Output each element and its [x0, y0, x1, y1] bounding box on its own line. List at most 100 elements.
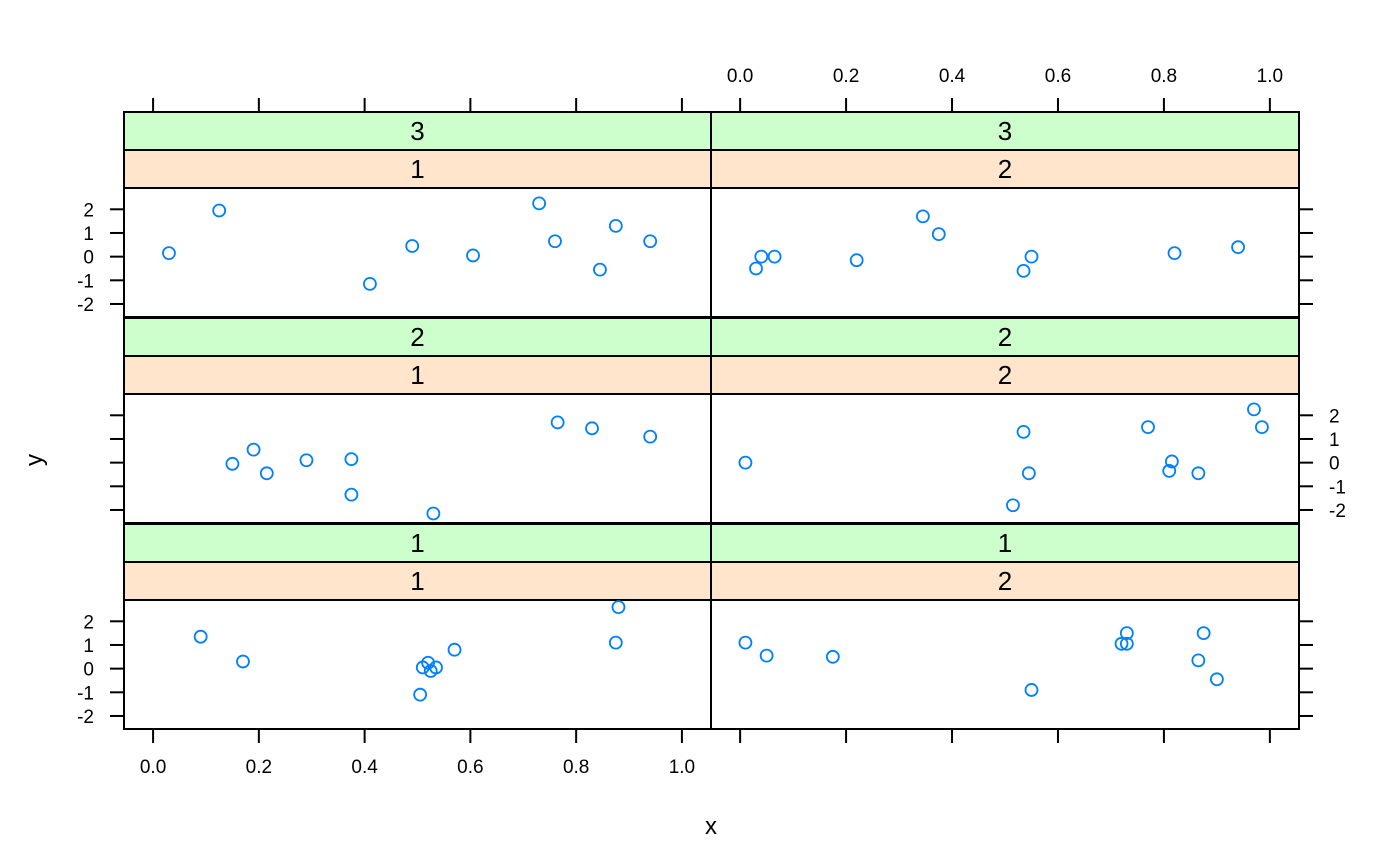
data-point-r1-c2-4 [849, 253, 864, 268]
data-point-r2-c2-2 [1006, 498, 1020, 513]
data-point-r3-c1-9 [608, 635, 623, 650]
panel-r2-c1 [123, 393, 712, 524]
data-point-r1-c1-6 [532, 196, 547, 211]
strip-inner-r2-c1 [123, 355, 712, 395]
data-point-r2-c1-5 [344, 487, 359, 502]
y-tick-label-left-r1-0: -2 [77, 295, 94, 316]
data-point-r1-c1-1 [162, 246, 176, 260]
data-point-r1-c2-10 [1231, 240, 1245, 255]
strip-inner-r3-c2 [710, 561, 1300, 601]
data-point-r2-c2-5 [1141, 420, 1155, 435]
y-tick-label-left-r1-3: 1 [83, 224, 94, 245]
panel-r1-c1 [123, 187, 712, 318]
data-point-r1-c1-3 [363, 276, 377, 291]
y-tick-label-left-r1-2: 0 [83, 248, 94, 269]
data-point-r2-c2-10 [1255, 420, 1269, 435]
y-axis-title: y [21, 454, 48, 466]
y-tick-label-right-r2-2: 0 [1329, 454, 1340, 475]
panel-layer [123, 187, 1300, 730]
y-tick-label-left-r1-4: 2 [83, 200, 94, 221]
data-point-r2-c2-7 [1164, 454, 1179, 469]
strip-outer-r1-c1 [123, 111, 712, 151]
strip-outer-r3-c2 [710, 523, 1300, 563]
y-tick-label-right-r2-1: -1 [1329, 477, 1346, 498]
data-point-r3-c1-2 [236, 654, 250, 669]
data-point-r1-c1-9 [608, 218, 623, 233]
x-tick-label-top-1: 0.2 [833, 66, 859, 87]
strip-inner-label-r3-c1: 1 [410, 566, 424, 596]
x-tick-label-bottom-1: 0.2 [246, 757, 272, 778]
data-point-r2-c2-6 [1162, 464, 1177, 478]
data-point-r3-c2-2 [759, 648, 774, 663]
strip-inner-label-r3-c2: 2 [998, 566, 1012, 596]
data-point-r2-c2-1 [738, 455, 753, 470]
data-point-r3-c2-5 [1114, 636, 1129, 651]
x-tick-label-bottom-3: 0.6 [457, 757, 483, 778]
data-point-r3-c1-3 [413, 687, 428, 702]
panel-r3-c2 [710, 599, 1300, 730]
data-point-r1-c2-1 [749, 261, 763, 276]
data-point-r2-c2-9 [1247, 402, 1261, 417]
data-point-r1-c2-7 [1016, 263, 1031, 278]
data-point-r2-c1-8 [550, 415, 565, 430]
axis-layer: 0.0 0.2 0.4 0.6 0.8 1.0 0.0 0.2 0.4 0.6 0.8 1.0 -2 -1… [77, 66, 1346, 778]
data-point-r3-c2-10 [1209, 672, 1224, 687]
data-point-r3-c2-9 [1196, 626, 1211, 641]
data-point-r1-c1-8 [593, 262, 607, 277]
x-tick-label-top-4: 0.8 [1151, 66, 1177, 87]
data-point-r2-c1-4 [299, 453, 314, 468]
data-point-r1-c1-5 [466, 248, 480, 263]
data-point-r1-c1-7 [548, 234, 562, 249]
strip-inner-label-r1-c2: 2 [998, 154, 1012, 184]
strip-outer-label-r1-c2: 3 [998, 116, 1012, 146]
data-point-r3-c1-10 [611, 600, 626, 615]
data-point-r1-c2-2 [754, 249, 769, 264]
data-point-r1-c2-8 [1024, 249, 1039, 264]
strip-outer-label-r2-c1: 2 [410, 322, 424, 352]
panel-r1-c2 [710, 187, 1300, 318]
data-point-r2-c2-3 [1016, 424, 1031, 439]
data-point-r1-c1-4 [405, 239, 420, 253]
data-point-r3-c1-8 [447, 642, 462, 657]
y-tick-label-left-r3-2: 0 [83, 660, 94, 681]
point-layer [162, 196, 1269, 702]
x-tick-label-bottom-0: 0.0 [140, 757, 166, 778]
panel-r2-c2 [710, 393, 1300, 524]
data-point-r2-c2-8 [1191, 466, 1206, 481]
data-point-r2-c1-2 [246, 442, 261, 457]
data-point-r2-c1-3 [259, 466, 274, 481]
data-point-r3-c2-7 [1119, 626, 1134, 641]
strip-outer-label-r2-c2: 2 [998, 322, 1012, 352]
x-tick-label-top-3: 0.6 [1045, 66, 1071, 87]
data-point-r2-c1-6 [344, 452, 359, 466]
data-point-r2-c2-4 [1021, 466, 1036, 481]
data-point-r2-c1-9 [585, 421, 599, 436]
y-tick-label-left-r3-4: 2 [83, 612, 94, 633]
data-point-r3-c2-1 [738, 635, 753, 650]
data-point-r1-c2-6 [931, 227, 946, 242]
strip-outer-label-r3-c2: 1 [998, 528, 1012, 558]
strip-inner-r3-c1 [123, 561, 712, 601]
data-point-r2-c1-7 [426, 506, 441, 521]
strip-inner-r1-c1 [123, 149, 712, 189]
data-point-r1-c1-10 [643, 234, 658, 249]
y-tick-label-left-r3-3: 1 [83, 636, 94, 657]
x-tick-label-bottom-5: 1.0 [669, 757, 695, 778]
x-tick-label-top-2: 0.4 [939, 66, 966, 87]
x-tick-label-top-5: 1.0 [1257, 66, 1283, 87]
strip-inner-label-r1-c1: 1 [410, 154, 424, 184]
data-point-r3-c2-3 [825, 649, 840, 664]
strip-inner-label-r2-c1: 1 [410, 360, 424, 390]
x-axis-title: x [705, 813, 717, 840]
data-point-r1-c2-5 [915, 209, 930, 224]
data-point-r3-c1-5 [421, 655, 435, 670]
data-point-r3-c2-8 [1191, 653, 1206, 668]
strip-inner-label-r2-c2: 2 [998, 360, 1012, 390]
data-point-r2-c1-10 [643, 429, 658, 444]
data-point-r1-c1-2 [212, 203, 227, 218]
x-tick-label-bottom-4: 0.8 [563, 757, 589, 778]
y-tick-label-left-r3-1: -1 [77, 683, 94, 704]
strip-inner-r2-c2 [710, 355, 1300, 395]
data-point-r3-c2-6 [1119, 636, 1134, 651]
